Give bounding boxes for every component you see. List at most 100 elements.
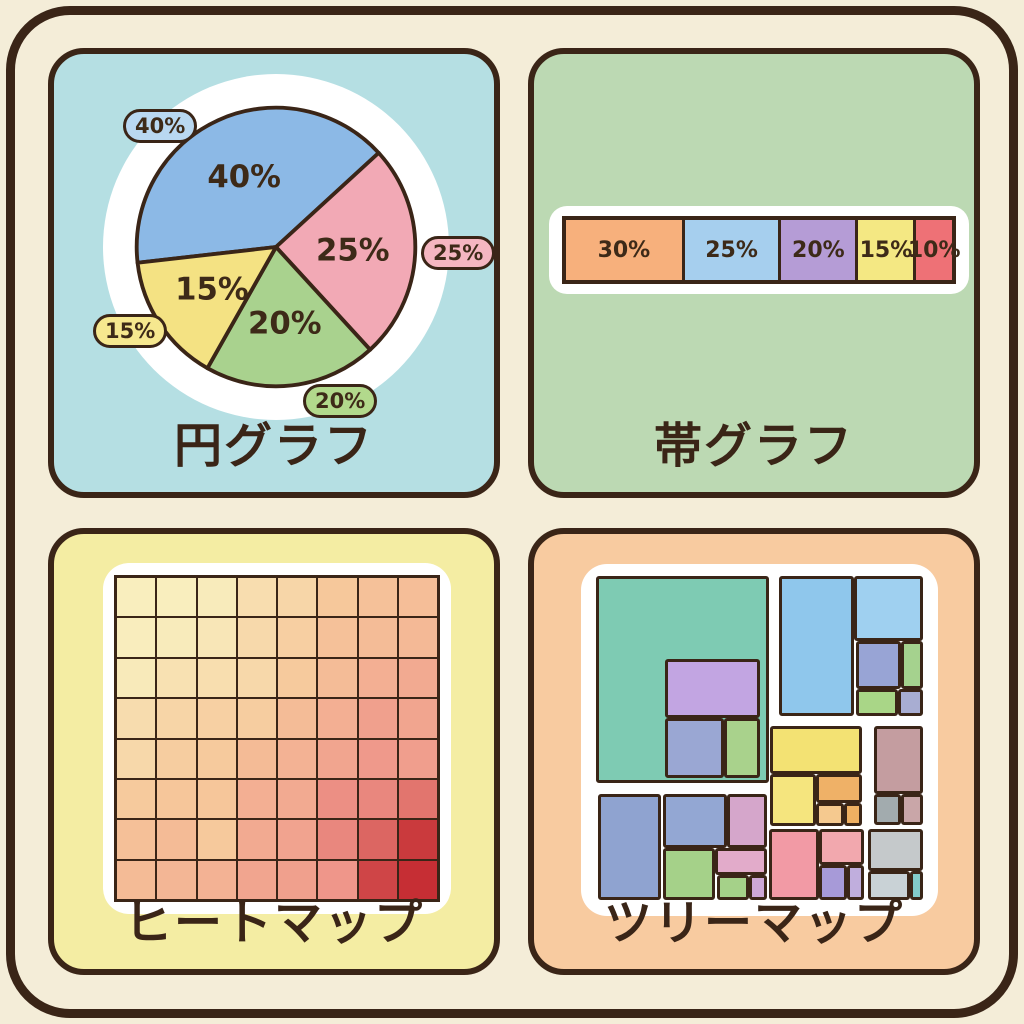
heatmap-cell: [237, 578, 276, 617]
heatmap-cell: [278, 658, 317, 698]
pie-callout-pill: 15%: [93, 314, 168, 348]
heatmap-cell: [237, 699, 276, 738]
outer-frame: [6, 6, 1018, 1018]
treemap-rect: [726, 794, 768, 849]
heatmap-cell: [117, 860, 156, 899]
heatmap-cell: [318, 779, 357, 819]
heatmap-cell: [117, 820, 156, 859]
treemap-title: ツリーマップ: [603, 895, 904, 951]
heatmap-cell: [237, 658, 276, 698]
band-graph-panel: 30% 25% 20% 15% 10% 帯グラフ: [528, 48, 980, 498]
pie-callout-pill: 25%: [421, 236, 496, 270]
heatmap-cell: [157, 618, 196, 657]
treemap-area: [596, 576, 923, 903]
band-graph-title: 帯グラフ: [653, 418, 854, 474]
heatmap-cell: [398, 699, 437, 738]
heatmap-cell: [197, 578, 236, 617]
heatmap-panel: ヒートマップ: [48, 528, 500, 975]
band-segment: 10%: [908, 220, 961, 280]
treemap-rect: [723, 717, 761, 778]
band-segment: 15%: [855, 220, 914, 280]
treemap-rect: [901, 641, 923, 690]
band-segment: 30%: [566, 220, 682, 280]
heatmap-cell: [237, 739, 276, 778]
treemap-rect: [665, 717, 724, 778]
heatmap-cell: [358, 618, 397, 657]
heatmap-cell: [117, 578, 156, 617]
heatmap-cell: [237, 618, 276, 657]
treemap-rect: [663, 848, 716, 900]
treemap-rect: [901, 794, 923, 825]
heatmap-cell: [358, 860, 397, 899]
treemap-rect: [874, 726, 923, 795]
pie-callout-pill: 40%: [123, 109, 198, 143]
treemap-rect: [770, 774, 816, 827]
treemap-rect: [778, 576, 855, 717]
treemap-panel: ツリーマップ: [528, 528, 980, 975]
heatmap-cell: [398, 578, 437, 617]
treemap-rect: [665, 659, 761, 718]
treemap-rect: [815, 774, 863, 803]
heatmap-cell: [197, 658, 236, 698]
heatmap-title: ヒートマップ: [123, 895, 424, 951]
heatmap-cell: [358, 578, 397, 617]
heatmap-cell: [318, 739, 357, 778]
heatmap-cell: [318, 860, 357, 899]
heatmap-cell: [358, 699, 397, 738]
band-graph-bar: 30% 25% 20% 15% 10%: [562, 216, 961, 284]
treemap-rect: [874, 794, 902, 825]
pie-chart: 40% 25% 20%15%: [134, 105, 418, 389]
heatmap-cell: [398, 739, 437, 778]
heatmap-cell: [117, 618, 156, 657]
pie-chart-title: 円グラフ: [173, 418, 374, 474]
heatmap-cell: [117, 699, 156, 738]
band-segment: 25%: [681, 220, 779, 280]
treemap-rect: [854, 576, 923, 642]
heatmap-cell: [398, 860, 437, 899]
heatmap-cell: [157, 820, 196, 859]
heatmap-cell: [157, 779, 196, 819]
heatmap-cell: [278, 739, 317, 778]
heatmap-cell: [398, 779, 437, 819]
treemap-rect: [770, 726, 863, 775]
band-segment: 20%: [778, 220, 856, 280]
heatmap-cell: [197, 820, 236, 859]
treemap-rect: [716, 874, 749, 900]
heatmap-cell: [358, 658, 397, 698]
pie-slice-label: 15%: [175, 271, 249, 307]
heatmap-cell: [117, 739, 156, 778]
band-graph-card: 30% 25% 20% 15% 10%: [549, 206, 969, 294]
treemap-rect: [855, 641, 902, 690]
treemap-rect: [867, 871, 910, 900]
heatmap-cell: [157, 860, 196, 899]
heatmap-cell: [278, 860, 317, 899]
heatmap-cell: [117, 658, 156, 698]
heatmap-cell: [398, 618, 437, 657]
heatmap-cell: [197, 699, 236, 738]
treemap-rect: [815, 802, 845, 827]
pie-slice-label: 25%: [316, 232, 390, 268]
treemap-rect: [597, 794, 662, 900]
treemap-rect: [819, 864, 847, 900]
heatmap-cell: [398, 658, 437, 698]
heatmap-cell: [278, 578, 317, 617]
treemap-rect: [909, 871, 923, 900]
heatmap-cell: [237, 820, 276, 859]
treemap-rect: [748, 874, 767, 900]
heatmap-cell: [197, 618, 236, 657]
heatmap-cell: [278, 699, 317, 738]
heatmap-grid: [114, 575, 440, 902]
treemap-rect: [867, 828, 923, 872]
heatmap-cell: [318, 618, 357, 657]
heatmap-cell: [318, 578, 357, 617]
treemap-rect: [897, 689, 923, 717]
treemap-rect: [855, 689, 898, 717]
treemap-rect: [819, 828, 865, 865]
heatmap-cell: [117, 779, 156, 819]
pie-slice: [274, 150, 418, 352]
pie-slice: [205, 245, 373, 389]
heatmap-cell: [358, 739, 397, 778]
treemap-rect: [663, 794, 727, 849]
pie-slice-label: 20%: [248, 305, 322, 341]
